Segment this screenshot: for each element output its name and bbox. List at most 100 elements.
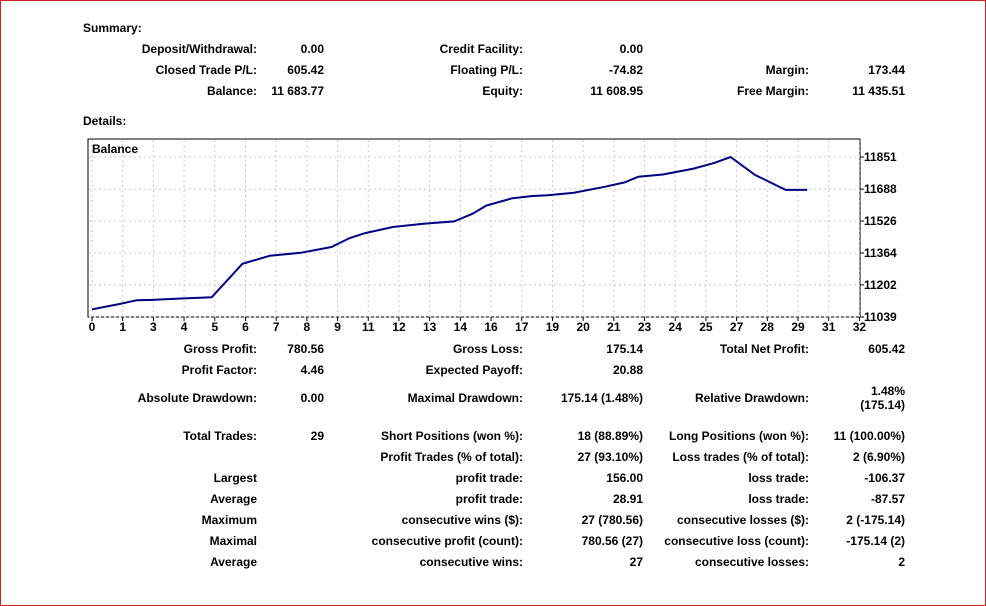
floating-pl-value: -74.82	[608, 63, 643, 77]
equity-label: Equity:	[482, 84, 523, 98]
maximum-consecutive-losses-label: consecutive losses ($):	[676, 513, 809, 527]
average-consecutive-wins-value: 27	[629, 555, 643, 569]
chart-x-tick-label: 7	[273, 320, 280, 334]
relative-drawdown-label: Relative Drawdown:	[694, 391, 809, 405]
chart-x-tick-label: 9	[334, 320, 341, 334]
maximal-consecutive-profit-value: 780.56 (27)	[581, 534, 643, 548]
free-margin-value: 11 435.51	[852, 84, 905, 98]
credit-facility-label: Credit Facility:	[439, 42, 523, 56]
average-loss-trade-label: loss trade:	[748, 492, 809, 506]
chart-x-tick-label: 13	[423, 320, 437, 334]
expected-payoff-value: 20.88	[612, 363, 643, 377]
chart-legend-balance: Balance	[92, 142, 138, 156]
total-trades-value: 29	[310, 429, 324, 443]
profit-trades-label: Profit Trades (% of total):	[380, 450, 523, 464]
chart-y-tick-label: 11039	[864, 310, 897, 324]
chart-x-tick-label: 5	[211, 320, 218, 334]
chart-y-tick-label: 11202	[864, 278, 897, 292]
average-profit-trade-value: 28.91	[612, 492, 643, 506]
relative-drawdown-value-percent: 1.48%	[870, 384, 905, 398]
deposit-withdrawal-label: Deposit/Withdrawal:	[141, 42, 257, 56]
maximum-consecutive-wins-value: 27 (780.56)	[581, 513, 643, 527]
largest-label: Largest	[213, 471, 257, 485]
deposit-withdrawal-value: 0.00	[300, 42, 324, 56]
chart-x-tick-label: 14	[454, 320, 468, 334]
chart-x-tick-label: 11	[362, 320, 375, 334]
average-consecutive-wins-label: consecutive wins:	[419, 555, 523, 569]
chart-plot-area	[87, 138, 861, 318]
chart-y-tick-label: 11851	[864, 150, 897, 164]
maximum-label: Maximum	[201, 513, 257, 527]
chart-series-balance-line	[91, 155, 808, 311]
margin-value: 173.44	[868, 63, 905, 77]
chart-x-tick-label: 27	[730, 320, 744, 334]
chart-x-tick-label: 25	[699, 320, 713, 334]
balance-chart: 0 1 3 4 5 6 7 8 9 11 12 13 14 16 17 19 20 21 23 24 25 27 28 29 3…	[87, 138, 897, 334]
average-profit-trade-label: profit trade:	[455, 492, 523, 506]
absolute-drawdown-label: Absolute Drawdown:	[137, 391, 257, 405]
closed-trade-pl-label: Closed Trade P/L:	[155, 63, 257, 77]
average-label: Average	[210, 492, 257, 506]
short-positions-label: Short Positions (won %):	[381, 429, 523, 443]
chart-y-tick-label: 11526	[864, 214, 897, 228]
gross-loss-label: Gross Loss:	[452, 342, 523, 356]
largest-profit-trade-value: 156.00	[606, 471, 643, 485]
chart-x-tick-label: 24	[669, 320, 683, 334]
total-trades-label: Total Trades:	[183, 429, 257, 443]
balance-label: Balance:	[206, 84, 257, 98]
maximal-consecutive-loss-value: -175.14 (2)	[846, 534, 905, 548]
gross-profit-value: 780.56	[287, 342, 324, 356]
profit-factor-value: 4.46	[300, 363, 324, 377]
gross-profit-label: Gross Profit:	[183, 342, 257, 356]
chart-x-tick-label: 3	[150, 320, 157, 334]
margin-label: Margin:	[765, 63, 809, 77]
loss-trades-value: 2 (6.90%)	[852, 450, 905, 464]
credit-facility-value: 0.00	[619, 42, 643, 56]
chart-x-tick-label: 21	[607, 320, 621, 334]
total-net-profit-value: 605.42	[868, 342, 905, 356]
chart-x-tick-label: 0	[89, 320, 96, 334]
absolute-drawdown-value: 0.00	[300, 391, 324, 405]
maximal-label: Maximal	[209, 534, 257, 548]
chart-x-tick-label: 31	[822, 320, 836, 334]
maximal-drawdown-value: 175.14 (1.48%)	[560, 391, 643, 405]
chart-x-tick-label: 4	[181, 320, 188, 334]
chart-x-tick-label: 20	[576, 320, 590, 334]
summary-heading: Summary:	[83, 21, 142, 35]
free-margin-label: Free Margin:	[736, 84, 809, 98]
details-heading: Details:	[83, 114, 127, 128]
chart-x-tick-label: 12	[392, 320, 406, 334]
chart-x-tick-label: 16	[484, 320, 498, 334]
chart-x-tick-label: 19	[546, 320, 560, 334]
equity-value: 11 608.95	[590, 84, 643, 98]
expected-payoff-label: Expected Payoff:	[425, 363, 523, 377]
chart-x-tick-label: 17	[515, 320, 529, 334]
chart-x-tick-label: 23	[638, 320, 652, 334]
chart-y-tick-label: 11688	[864, 182, 897, 196]
chart-x-tick-label: 32	[853, 320, 867, 334]
short-positions-value: 18 (88.89%)	[577, 429, 643, 443]
average-consecutive-losses-label: consecutive losses:	[694, 555, 809, 569]
maximum-consecutive-wins-label: consecutive wins ($):	[401, 513, 523, 527]
chart-x-tick-label: 1	[119, 320, 126, 334]
relative-drawdown-value-amount: (175.14)	[860, 398, 905, 412]
balance-value: 11 683.77	[271, 84, 324, 98]
profit-trades-value: 27 (93.10%)	[577, 450, 643, 464]
chart-y-tick-label: 11364	[864, 246, 897, 260]
profit-factor-label: Profit Factor:	[181, 363, 257, 377]
total-net-profit-label: Total Net Profit:	[719, 342, 809, 356]
maximal-consecutive-loss-label: consecutive loss (count):	[664, 534, 809, 548]
gross-loss-value: 175.14	[606, 342, 643, 356]
floating-pl-label: Floating P/L:	[450, 63, 523, 77]
chart-x-tick-label: 29	[791, 320, 805, 334]
largest-loss-trade-label: loss trade:	[748, 471, 809, 485]
maximal-drawdown-label: Maximal Drawdown:	[407, 391, 523, 405]
long-positions-label: Long Positions (won %):	[669, 429, 809, 443]
maximum-consecutive-losses-value: 2 (-175.14)	[846, 513, 905, 527]
loss-trades-label: Loss trades (% of total):	[672, 450, 809, 464]
chart-x-tick-label: 8	[304, 320, 311, 334]
chart-x-tick-label: 28	[761, 320, 775, 334]
maximal-consecutive-profit-label: consecutive profit (count):	[371, 534, 523, 548]
largest-profit-trade-label: profit trade:	[455, 471, 523, 485]
chart-x-tick-label: 6	[242, 320, 249, 334]
